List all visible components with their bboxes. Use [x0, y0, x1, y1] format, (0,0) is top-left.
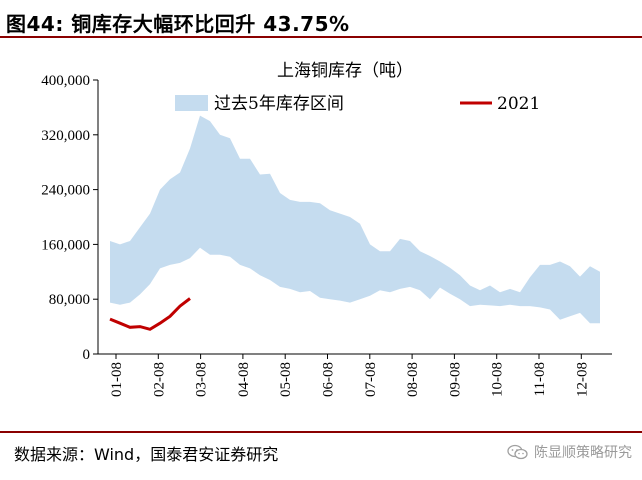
x-tick-label: 04-08	[236, 362, 252, 397]
x-tick-label: 12-08	[574, 362, 590, 397]
x-tick-label: 03-08	[194, 362, 210, 397]
inventory-range-band	[110, 115, 600, 324]
legend-band-label: 过去5年库存区间	[214, 94, 344, 114]
series-2021-line	[109, 297, 191, 331]
chart-title: 上海铜库存（吨）	[277, 61, 413, 81]
y-tick-label: 160,000	[41, 237, 90, 253]
y-ticks: 0 80,000 160,000 240,000 320,000 400,000	[41, 73, 98, 363]
watermark-text: 陈显顺策略研究	[534, 445, 632, 461]
x-tick-label: 02-08	[151, 362, 167, 397]
x-tick-label: 11-08	[532, 362, 548, 396]
x-tick-label: 06-08	[321, 362, 337, 397]
legend-line-label: 2021	[497, 94, 540, 114]
x-tick-label: 05-08	[278, 362, 294, 397]
x-tick-label: 09-08	[447, 362, 463, 397]
y-tick-label: 400,000	[41, 73, 90, 89]
x-tick-label: 08-08	[405, 362, 421, 397]
source-note: 数据来源：Wind，国泰君安证券研究	[14, 445, 279, 464]
y-tick-label: 240,000	[41, 183, 90, 199]
y-tick-label: 320,000	[41, 128, 90, 144]
wechat-icon	[507, 444, 528, 460]
y-tick-label: 80,000	[49, 292, 90, 308]
figure-title: 图44: 铜库存大幅环比回升 43.75%	[0, 0, 642, 38]
chart: 上海铜库存（吨） 0 80,000 160,000 240,000 320,000 400…	[41, 61, 612, 397]
watermark: 陈显顺策略研究	[506, 442, 632, 462]
footer-rule	[0, 431, 642, 433]
y-tick-label: 0	[83, 347, 91, 363]
legend-band-swatch	[175, 95, 208, 111]
x-tick-label: 10-08	[490, 362, 506, 397]
x-tick-label: 07-08	[363, 362, 379, 397]
x-tick-label: 01-08	[109, 362, 125, 397]
x-ticks: 01-08 02-08 03-08 04-08 05-08 06-08 07-08 08-08…	[109, 354, 590, 397]
